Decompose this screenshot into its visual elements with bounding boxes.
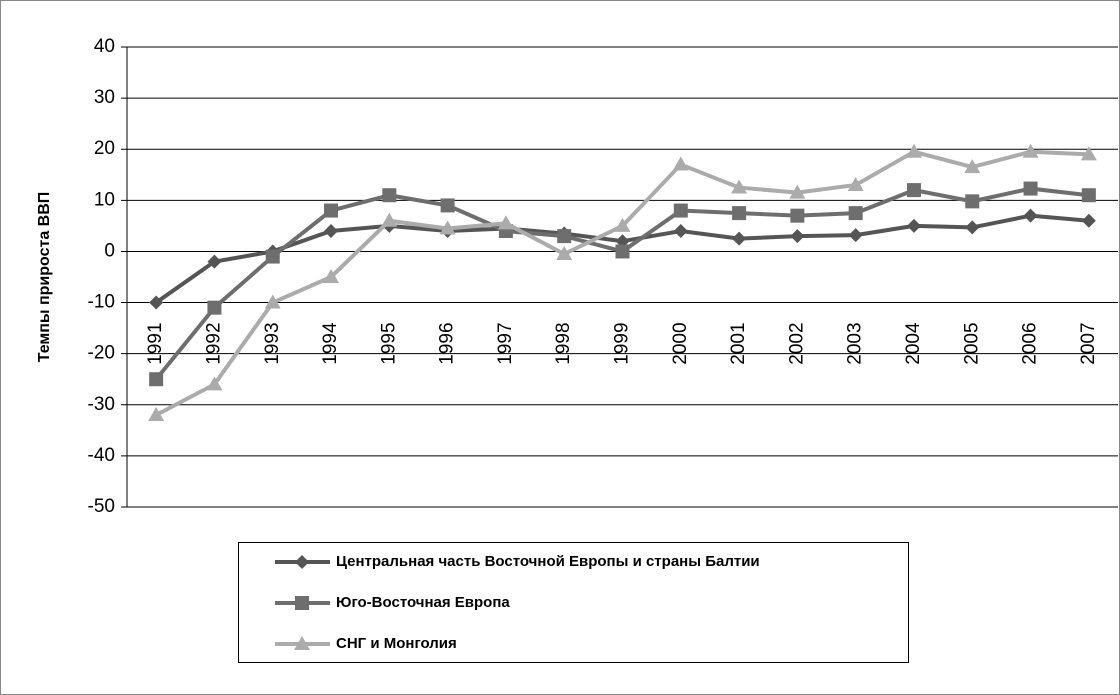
data-point [1023, 208, 1038, 223]
data-point [1023, 181, 1038, 196]
x-tick-label: 2004 [903, 322, 924, 365]
x-tick-label: 1999 [612, 322, 633, 364]
data-point [207, 254, 222, 269]
data-point [440, 198, 455, 213]
legend-marker [295, 596, 309, 610]
data-point [906, 218, 921, 233]
x-tick-label: 1997 [495, 322, 516, 364]
x-tick-label: 2000 [670, 322, 691, 364]
data-point [965, 194, 980, 209]
y-tick-label: 10 [94, 189, 115, 210]
x-tick-label: 2003 [845, 322, 866, 364]
legend-marker [294, 636, 310, 650]
x-tick-label: 1991 [145, 322, 166, 364]
data-point [906, 183, 921, 198]
y-tick-label: 0 [104, 240, 115, 261]
legend-label: Центральная часть Восточной Европы и стр… [336, 553, 760, 570]
data-point [206, 376, 223, 391]
data-point [324, 224, 339, 238]
y-tick-label: -10 [88, 292, 115, 313]
data-point [1081, 188, 1096, 203]
data-point [1080, 146, 1097, 161]
data-point [732, 206, 747, 221]
legend-box [238, 542, 909, 663]
data-point [148, 407, 165, 421]
x-tick-label: 1996 [437, 322, 458, 364]
data-point [265, 249, 280, 264]
data-point [615, 244, 630, 259]
y-tick-label: -30 [88, 394, 115, 415]
y-tick-label: -40 [88, 445, 115, 466]
data-point [149, 372, 164, 387]
legend-label: Юго-Восточная Европа [336, 594, 510, 611]
y-tick-label: 30 [94, 87, 115, 108]
legend-label: СНГ и Монголия [336, 635, 457, 652]
data-point [497, 215, 514, 230]
x-tick-label: 2001 [728, 322, 749, 364]
data-point [614, 217, 631, 232]
y-tick-label: -20 [88, 343, 115, 364]
data-point [672, 156, 689, 171]
data-point [905, 143, 922, 158]
data-point [1081, 213, 1096, 228]
data-point [382, 188, 397, 203]
x-tick-label: 1995 [378, 322, 399, 364]
y-tick-label: 40 [94, 36, 115, 57]
data-point [732, 231, 747, 246]
data-point [439, 220, 456, 235]
x-tick-label: 2005 [961, 322, 982, 364]
data-point [789, 184, 806, 199]
data-point [557, 229, 572, 244]
data-point [1022, 143, 1039, 158]
data-point [847, 177, 864, 191]
y-tick-label: -50 [88, 496, 115, 517]
data-point [731, 179, 748, 194]
data-point [149, 295, 164, 310]
data-point [790, 229, 805, 244]
data-point [673, 224, 688, 238]
data-point [964, 159, 981, 174]
x-tick-label: 1998 [553, 322, 574, 364]
data-point [207, 300, 222, 315]
data-point [556, 246, 573, 260]
x-tick-label: 1993 [262, 322, 283, 364]
data-point [673, 203, 688, 218]
data-point [324, 203, 339, 218]
x-tick-label: 2006 [1020, 322, 1041, 364]
y-tick-label: 20 [94, 138, 115, 159]
x-tick-label: 2007 [1078, 322, 1099, 364]
y-axis-label: Темпы прироста ВВП [36, 192, 53, 363]
data-point [264, 294, 281, 309]
data-point [381, 212, 398, 227]
data-point [965, 220, 980, 235]
data-point [848, 228, 863, 243]
legend-marker [295, 555, 309, 569]
x-tick-label: 2002 [786, 322, 807, 364]
x-tick-label: 1994 [320, 322, 341, 365]
data-point [848, 206, 863, 221]
data-point [323, 269, 340, 283]
data-point [790, 208, 805, 223]
x-tick-label: 1992 [203, 322, 224, 364]
